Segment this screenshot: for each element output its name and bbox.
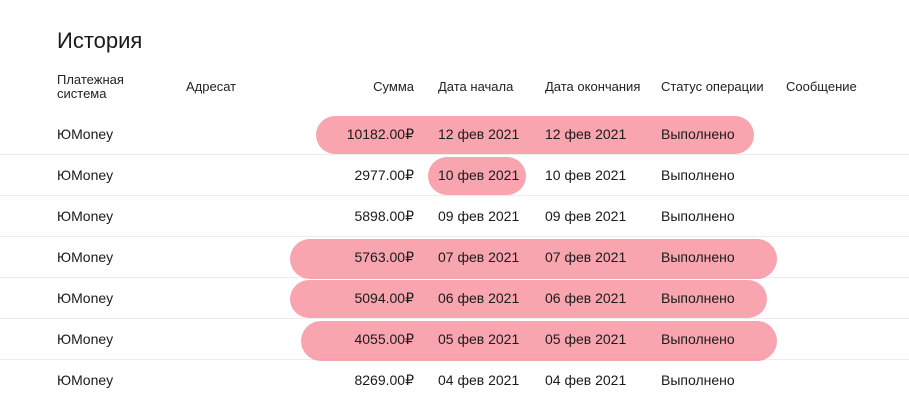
cell-system: ЮMoney — [57, 331, 114, 347]
cell-sum: 5763.00₽ — [354, 249, 414, 265]
cell-system: ЮMoney — [57, 167, 114, 183]
column-header-status: Статус операции — [661, 79, 764, 94]
cell-end-date: 06 фев 2021 — [545, 290, 627, 306]
page-title: История — [57, 28, 143, 53]
cell-start-date: 04 фев 2021 — [438, 372, 520, 388]
cell-end-date: 04 фев 2021 — [545, 372, 627, 388]
table-row[interactable]: ЮMoney 5763.00₽ 07 фев 2021 07 фев 2021 … — [0, 237, 909, 279]
table-row[interactable]: ЮMoney 4055.00₽ 05 фев 2021 05 фев 2021 … — [0, 319, 909, 361]
table-row[interactable]: ЮMoney 8269.00₽ 04 фев 2021 04 фев 2021 … — [0, 360, 909, 400]
cell-status: Выполнено — [661, 331, 735, 347]
cell-end-date: 12 фев 2021 — [545, 126, 627, 142]
highlight-mark — [290, 239, 777, 279]
table-row[interactable]: ЮMoney 5094.00₽ 06 фев 2021 06 фев 2021 … — [0, 278, 909, 319]
cell-status: Выполнено — [661, 249, 735, 265]
column-header-end-date: Дата окончания — [545, 79, 641, 94]
table-row[interactable]: ЮMoney 5898.00₽ 09 фев 2021 09 фев 2021 … — [0, 196, 909, 237]
cell-system: ЮMoney — [57, 290, 114, 306]
column-header-recipient: Адресат — [186, 79, 237, 94]
highlight-mark — [290, 280, 767, 318]
cell-end-date: 05 фев 2021 — [545, 331, 627, 347]
cell-status: Выполнено — [661, 167, 735, 183]
column-header-start-date: Дата начала — [438, 79, 514, 94]
table-row[interactable]: ЮMoney 2977.00₽ 10 фев 2021 10 фев 2021 … — [0, 155, 909, 196]
history-table-body: ЮMoney 10182.00₽ 12 фев 2021 12 фев 2021… — [0, 114, 909, 400]
cell-sum: 4055.00₽ — [354, 331, 414, 347]
cell-system: ЮMoney — [57, 249, 114, 265]
cell-sum: 10182.00₽ — [346, 126, 414, 142]
cell-status: Выполнено — [661, 290, 735, 306]
cell-system: ЮMoney — [57, 208, 114, 224]
cell-start-date: 09 фев 2021 — [438, 208, 520, 224]
column-header-sum: Сумма — [373, 79, 414, 94]
column-header-message: Сообщение — [786, 79, 857, 94]
highlight-mark — [316, 116, 754, 154]
cell-status: Выполнено — [661, 372, 735, 388]
cell-end-date: 10 фев 2021 — [545, 167, 627, 183]
cell-start-date: 06 фев 2021 — [438, 290, 520, 306]
cell-system: ЮMoney — [57, 372, 114, 388]
column-header-system-line2: система — [57, 86, 107, 101]
column-header-system: Платежная система — [57, 73, 124, 101]
highlight-mark — [428, 157, 526, 195]
table-row[interactable]: ЮMoney 10182.00₽ 12 фев 2021 12 фев 2021… — [0, 114, 909, 155]
cell-status: Выполнено — [661, 126, 735, 142]
highlight-mark — [301, 321, 777, 361]
column-header-system-line1: Платежная — [57, 72, 124, 87]
cell-end-date: 09 фев 2021 — [545, 208, 627, 224]
cell-status: Выполнено — [661, 208, 735, 224]
cell-start-date: 05 фев 2021 — [438, 331, 520, 347]
cell-start-date: 12 фев 2021 — [438, 126, 520, 142]
cell-system: ЮMoney — [57, 126, 114, 142]
cell-end-date: 07 фев 2021 — [545, 249, 627, 265]
cell-start-date: 07 фев 2021 — [438, 249, 520, 265]
cell-sum: 8269.00₽ — [354, 372, 414, 388]
cell-sum: 5898.00₽ — [354, 208, 414, 224]
cell-sum: 5094.00₽ — [354, 290, 414, 306]
cell-start-date: 10 фев 2021 — [438, 167, 520, 183]
table-header: Платежная система Адресат Сумма Дата нач… — [0, 70, 909, 110]
cell-sum: 2977.00₽ — [354, 167, 414, 183]
